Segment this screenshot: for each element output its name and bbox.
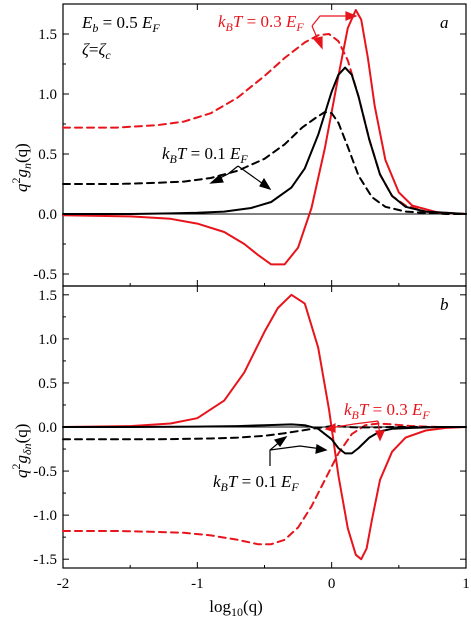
panel-b-series-3 (62, 425, 467, 441)
panel-a-y-tick-label: 0.5 (38, 147, 57, 163)
panel-b-y-tick-label: -1.5 (33, 552, 57, 568)
panel-a-annotation-kt03: kBT = 0.3 EF (218, 12, 304, 34)
panel-b-series-2 (62, 423, 467, 455)
panel-a-series-3 (62, 111, 467, 215)
panel-a-label: a (440, 13, 449, 32)
panel-b-y-tick-label: 1.0 (38, 332, 57, 348)
x-tick-label: -2 (57, 576, 70, 592)
panel-b-y-tick-label: -0.5 (33, 464, 57, 480)
panel-a-y-tick-label: -0.5 (33, 267, 57, 283)
panel-a-curves (62, 9, 467, 266)
panel-a-frame (62, 3, 467, 287)
panel-a: -0.5 0.0 0.5 1.0 1.5 a Eb = 0.5 EF ζ=ζc kBT … (9, 3, 467, 287)
panel-a-y-tick-label: 1.0 (38, 87, 57, 103)
param-zeta: ζ=ζc (82, 40, 111, 62)
panel-b-y-tick-label: -1.0 (33, 508, 57, 524)
panel-b-curves (62, 293, 467, 561)
panel-b-series-1 (62, 422, 467, 546)
x-tick-label: 0 (328, 576, 336, 592)
param-eb: Eb = 0.5 EF (81, 13, 160, 35)
x-tick-label: 1 (462, 576, 470, 592)
panel-a-arrows-kt03 (311, 11, 358, 50)
panel-b-y-label: q2gδn(q) (9, 424, 34, 478)
x-axis-label: log10(q) (209, 597, 263, 619)
x-tick-label: -1 (191, 576, 204, 592)
panel-a-arrows-kt01 (209, 165, 272, 191)
panel-a-series-2 (62, 66, 467, 215)
panel-a-x-ticks (62, 4, 467, 286)
panel-a-y-tick-label: 1.5 (38, 27, 57, 43)
panel-a-series-0 (62, 9, 467, 266)
panel-a-annotation-kt01: kBT = 0.1 EF (162, 144, 248, 166)
panel-b-annotation-kt01: kBT = 0.1 EF (213, 472, 299, 494)
panel-b-x-ticks: -2 -1 0 1 (57, 286, 470, 592)
panel-b: -1.5 -1.0 -0.5 0.0 0.5 1.0 1.5 -2 -1 0 1 b kBT = … (9, 285, 470, 619)
panel-b-label: b (440, 295, 449, 314)
panel-b-y-tick-label: 0.5 (38, 376, 57, 392)
panel-b-y-tick-label: 0.0 (38, 420, 57, 436)
panel-b-annotation-kt03: kBT = 0.3 EF (344, 400, 430, 422)
panel-a-y-ticks: -0.5 0.0 0.5 1.0 1.5 (33, 27, 466, 283)
panel-b-arrows-kt01 (269, 435, 328, 466)
panel-a-y-label: q2gn(q) (9, 143, 34, 192)
panel-b-arrows-kt03 (324, 420, 385, 442)
panel-b-y-tick-label: 1.5 (38, 288, 57, 304)
panel-b-y-ticks: -1.5 -1.0 -0.5 0.0 0.5 1.0 1.5 (33, 288, 466, 568)
panel-a-y-tick-label: 0.0 (38, 207, 57, 223)
